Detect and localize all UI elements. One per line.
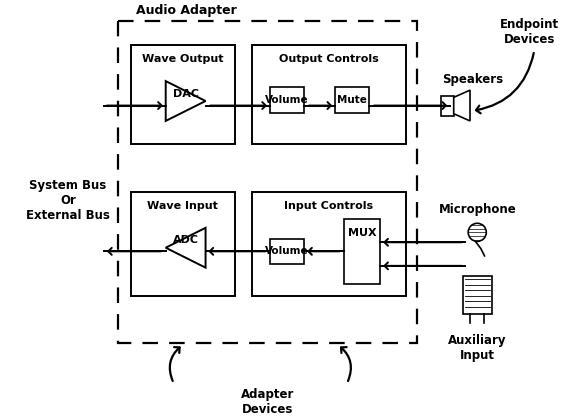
Text: DAC: DAC	[173, 89, 199, 99]
Text: Wave Output: Wave Output	[142, 54, 224, 64]
Text: Endpoint
Devices: Endpoint Devices	[500, 18, 559, 46]
Text: Speakers: Speakers	[442, 73, 503, 86]
Text: MUX: MUX	[348, 228, 377, 238]
Bar	[270, 239, 304, 264]
Circle shape	[468, 223, 486, 241]
Bar	[335, 87, 370, 113]
Polygon shape	[454, 90, 470, 121]
Bar	[131, 192, 236, 296]
Text: Mute: Mute	[338, 95, 367, 105]
Bar	[463, 276, 491, 314]
Text: Wave Input: Wave Input	[147, 201, 219, 210]
Text: Audio Adapter: Audio Adapter	[136, 4, 237, 17]
Polygon shape	[166, 228, 206, 267]
Bar	[252, 45, 406, 144]
Text: System Bus
Or
External Bus: System Bus Or External Bus	[26, 179, 110, 222]
Text: Volume: Volume	[265, 95, 309, 105]
Polygon shape	[166, 81, 206, 121]
Text: ADC: ADC	[173, 235, 199, 245]
Bar	[441, 96, 454, 116]
Text: Input Controls: Input Controls	[284, 201, 373, 210]
Bar	[131, 45, 236, 144]
Text: Output Controls: Output Controls	[279, 54, 378, 64]
Bar	[344, 219, 380, 284]
Text: Microphone: Microphone	[438, 203, 516, 216]
Bar	[118, 21, 417, 343]
Text: Volume: Volume	[265, 246, 309, 256]
Text: Adapter
Devices: Adapter Devices	[241, 388, 295, 416]
Bar	[270, 87, 304, 113]
Bar	[252, 192, 406, 296]
Text: Auxiliary
Input: Auxiliary Input	[448, 334, 507, 362]
